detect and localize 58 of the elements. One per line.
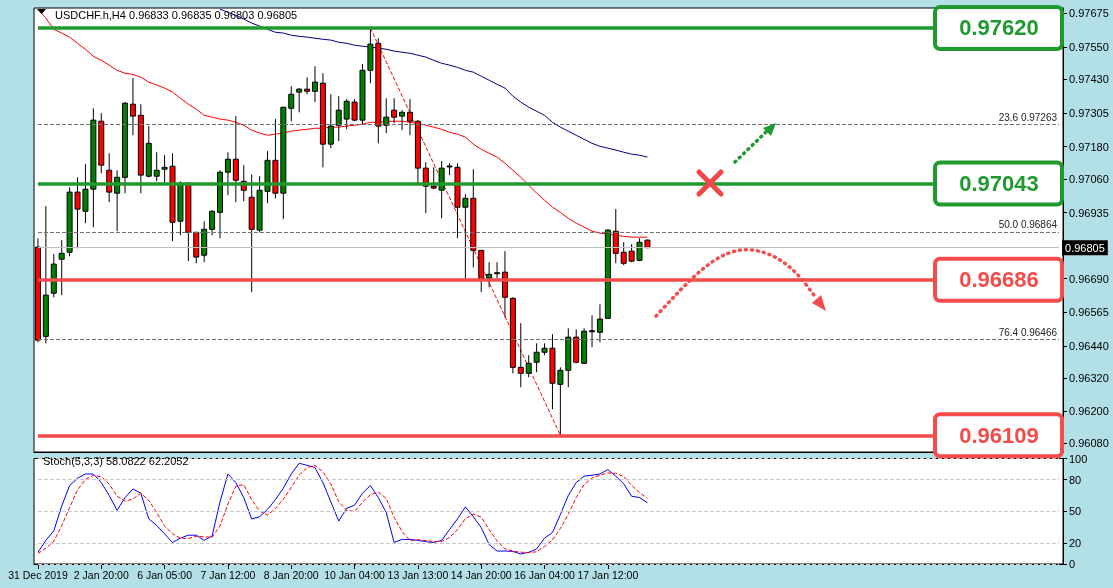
candlestick [596, 303, 603, 343]
y-tick-label: 20 [1069, 536, 1082, 549]
candlestick [153, 151, 160, 182]
candlestick [494, 261, 501, 279]
y-tick-label: 0.96200 [1069, 404, 1109, 417]
x-tick-label: 14 Jan 20:00 [450, 568, 512, 581]
candlestick [383, 97, 390, 134]
y-tick-label: 0.96080 [1069, 437, 1109, 450]
candlestick [391, 97, 398, 124]
x-tick-label: 6 Jan 05:00 [137, 568, 193, 581]
y-tick-label: 80 [1069, 473, 1082, 486]
y-tick-label: 50 [1069, 505, 1082, 518]
y-tick-label: 0.96935 [1069, 206, 1109, 219]
x-tick-label: 8 Jan 20:00 [263, 568, 319, 581]
candlestick [525, 354, 532, 378]
ref-line-label: 0.96805 [1065, 241, 1105, 254]
ref-line-label: 23.6 0.97263 [998, 111, 1058, 123]
ref-line-label: 0.97043 [959, 171, 1039, 196]
x-tick-label: 31 Dec 2019 [8, 568, 68, 581]
candlestick [335, 95, 342, 142]
chart-title: Stoch(5,3,3) 58.0822 62.2052 [43, 454, 189, 467]
y-tick-label: 0 [1069, 558, 1076, 570]
candlestick [129, 77, 136, 136]
ref-line-label: 76.4 0.96466 [998, 326, 1058, 338]
y-tick-label: 0.97180 [1069, 140, 1109, 153]
ref-line-label: 0.96686 [959, 267, 1039, 293]
candlestick [312, 65, 318, 103]
candlestick [517, 322, 524, 388]
y-tick-label: 0.97430 [1069, 73, 1109, 86]
candlestick [589, 314, 596, 348]
y-tick-label: 0.96690 [1069, 272, 1109, 285]
y-tick-label: 0.97305 [1069, 106, 1109, 119]
candlestick [288, 85, 295, 122]
candlestick [209, 209, 216, 236]
candlestick [296, 87, 303, 113]
x-tick-label: 13 Jan 13:00 [387, 568, 449, 581]
ref-line-label: 0.97620 [959, 15, 1039, 41]
candlestick [232, 115, 239, 203]
y-tick-label: 100 [1069, 452, 1088, 465]
candlestick [58, 239, 65, 296]
y-tick-label: 0.96440 [1069, 340, 1109, 353]
y-tick-label: 0.97675 [1069, 7, 1109, 20]
y-tick-label: 0.97060 [1069, 172, 1109, 185]
candlestick [399, 109, 406, 131]
y-tick-label: 0.96320 [1069, 372, 1109, 385]
ref-line-label: 50.0 0.96864 [998, 219, 1058, 231]
x-tick-label: 2 Jan 20:00 [73, 568, 129, 581]
x-tick-label: 7 Jan 12:00 [200, 568, 256, 581]
ref-line-label: 0.96109 [959, 422, 1039, 448]
x-tick-label: 10 Jan 04:00 [324, 568, 386, 581]
x-tick-label: 17 Jan 12:00 [577, 568, 639, 581]
candlestick [327, 93, 334, 149]
candlestick [304, 76, 311, 95]
candlestick [224, 151, 231, 196]
y-tick-label: 0.96565 [1069, 306, 1109, 319]
candlestick [406, 98, 413, 136]
x-tick-label: 16 Jan 04:00 [514, 568, 576, 581]
y-tick-label: 0.97550 [1069, 40, 1109, 53]
